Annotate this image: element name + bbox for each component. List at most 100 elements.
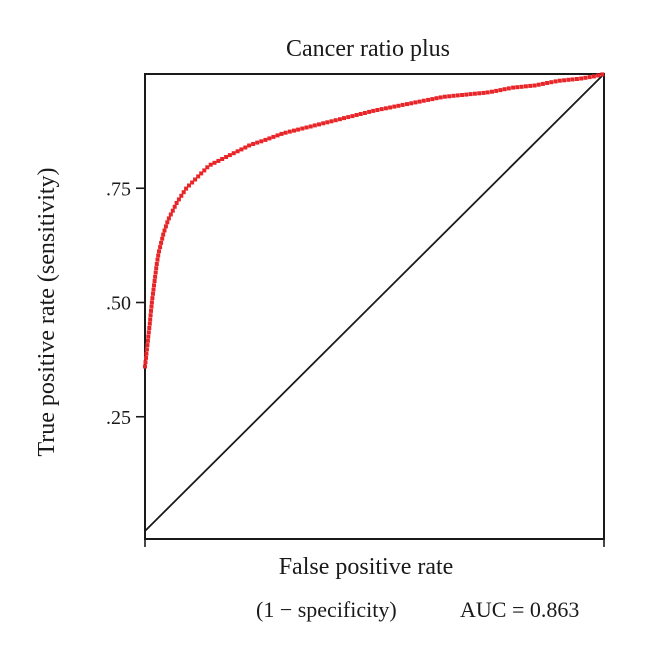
roc-point: [267, 136, 272, 141]
roc-point: [216, 158, 221, 163]
plot-frame: [144, 73, 605, 540]
roc-point: [146, 334, 151, 339]
roc-point: [152, 283, 156, 288]
roc-point: [247, 143, 252, 148]
roc-point: [158, 245, 163, 250]
roc-point: [442, 94, 447, 99]
roc-point: [202, 168, 207, 173]
roc-point: [596, 73, 601, 78]
roc-point: [490, 89, 494, 94]
roc-point: [193, 177, 198, 182]
roc-point: [239, 147, 244, 152]
roc-point: [179, 193, 184, 198]
roc-point: [413, 100, 418, 105]
roc-point: [259, 139, 264, 144]
roc-point: [287, 129, 292, 134]
roc-point: [176, 197, 181, 202]
roc-point: [148, 317, 153, 322]
roc-point: [494, 88, 499, 93]
y-tick-label: .75: [106, 178, 131, 200]
roc-point: [205, 165, 210, 170]
roc-point: [312, 123, 317, 128]
roc-point: [392, 104, 397, 109]
roc-point: [154, 266, 159, 271]
roc-point: [292, 128, 296, 133]
roc-point: [187, 183, 191, 188]
roc-point: [155, 257, 160, 262]
roc-point: [591, 74, 596, 79]
roc-point: [243, 145, 248, 150]
roc-point: [579, 76, 584, 81]
roc-point: [308, 124, 313, 129]
roc-point: [145, 343, 150, 348]
roc-point: [532, 83, 537, 88]
roc-point: [358, 112, 363, 116]
roc-point: [317, 122, 321, 127]
roc-point: [388, 105, 393, 110]
roc-point: [536, 82, 541, 87]
roc-point: [156, 253, 161, 258]
roc-point: [271, 134, 276, 139]
roc-point: [354, 113, 359, 117]
auc-annotation: AUC = 0.863: [460, 597, 579, 622]
roc-point: [566, 77, 571, 82]
roc-point: [153, 270, 158, 275]
roc-point: [199, 171, 204, 176]
roc-point: [455, 93, 460, 98]
roc-point: [371, 108, 376, 113]
roc-point: [549, 80, 554, 85]
roc-point: [417, 99, 422, 104]
roc-point: [511, 85, 516, 90]
roc-point: [528, 83, 533, 88]
roc-point: [150, 296, 155, 301]
roc-point: [333, 118, 338, 123]
roc-point: [184, 186, 189, 191]
roc-point: [464, 92, 469, 97]
roc-point: [405, 102, 409, 107]
roc-point: [296, 127, 301, 132]
roc-point: [143, 364, 147, 369]
chart-title: Cancer ratio plus: [286, 36, 450, 62]
y-tick-label: .50: [106, 293, 131, 315]
roc-point: [434, 96, 439, 101]
roc-point: [409, 101, 414, 106]
roc-point: [367, 109, 372, 114]
roc-curve-points: [143, 72, 605, 369]
roc-point: [157, 249, 161, 254]
roc-point: [502, 87, 507, 92]
roc-point: [523, 84, 528, 89]
roc-point: [162, 228, 167, 233]
roc-point: [153, 274, 158, 279]
roc-point: [149, 300, 154, 305]
roc-point: [304, 125, 309, 130]
roc-point: [144, 347, 149, 352]
roc-point: [519, 84, 524, 89]
roc-point: [485, 90, 490, 95]
roc-point: [163, 224, 168, 229]
roc-point: [337, 117, 342, 122]
roc-point: [166, 216, 171, 221]
roc-point: [212, 160, 217, 165]
roc-point: [438, 95, 443, 100]
roc-point: [159, 240, 164, 245]
roc-point: [300, 126, 305, 131]
roc-point: [396, 103, 401, 108]
roc-point: [421, 98, 426, 103]
roc-point: [379, 107, 384, 112]
roc-point: [161, 232, 166, 237]
roc-point: [279, 131, 284, 136]
roc-point: [208, 162, 213, 167]
x-axis-label-note: (1 − specificity): [256, 597, 397, 622]
roc-point: [515, 85, 520, 90]
roc-point: [149, 308, 153, 313]
roc-point: [220, 157, 225, 161]
roc-point: [375, 108, 380, 112]
roc-point: [145, 338, 150, 343]
roc-point: [574, 77, 579, 81]
roc-point: [325, 120, 330, 125]
roc-point: [160, 236, 165, 241]
roc-point: [148, 313, 153, 318]
roc-point: [329, 119, 334, 124]
roc-point: [152, 279, 157, 283]
